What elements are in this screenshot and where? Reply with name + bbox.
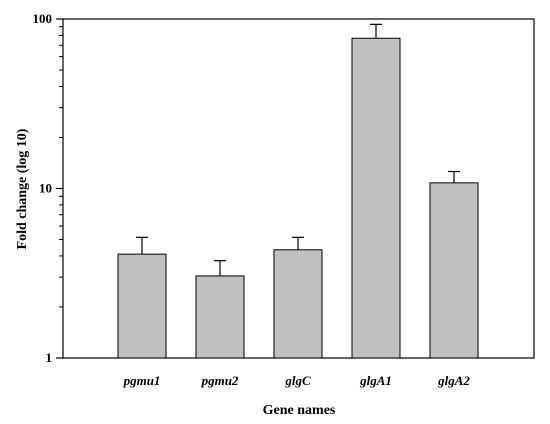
x-axis-title: Gene names <box>263 403 336 418</box>
bar-pgmu1 <box>117 253 167 359</box>
y-axis-title: Fold change (log 10) <box>15 128 30 249</box>
x-tick-label: glgA1 <box>359 373 392 388</box>
y-tick-label: 1 <box>46 350 53 365</box>
x-tick-label: glgA2 <box>437 373 470 388</box>
error-bars <box>136 23 460 276</box>
x-tick-label: pgmu2 <box>201 373 239 388</box>
bar-glgC <box>273 249 323 359</box>
y-tick-label: 10 <box>39 181 52 196</box>
y-tick-label: 100 <box>33 11 53 26</box>
bar-glgA2 <box>429 182 479 359</box>
bars <box>117 37 479 359</box>
y-axis: 1 10 100 <box>33 11 63 365</box>
x-axis: pgmu1 pgmu2 glgC glgA1 glgA2 <box>123 373 471 388</box>
bar-pgmu2 <box>195 275 245 359</box>
x-tick-label: pgmu1 <box>123 373 161 388</box>
bar-glgA1 <box>351 37 401 359</box>
x-tick-label: glgC <box>284 373 311 388</box>
